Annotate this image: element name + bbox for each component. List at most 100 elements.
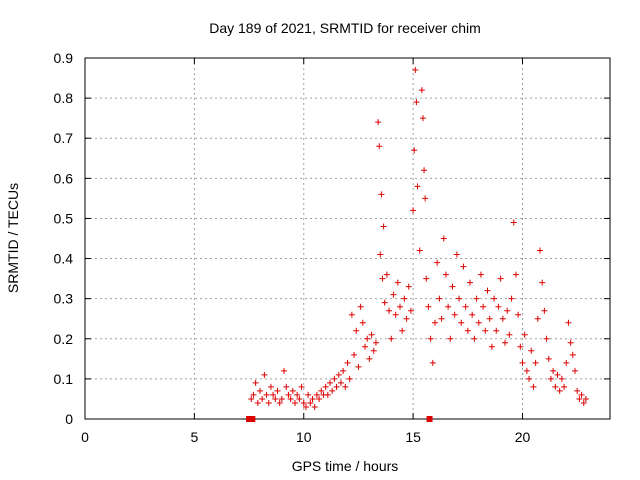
y-tick-label: 0.2 xyxy=(54,331,74,347)
data-point xyxy=(493,328,499,334)
data-point xyxy=(351,352,357,358)
data-point xyxy=(452,312,458,318)
data-point xyxy=(259,396,265,402)
data-point xyxy=(393,312,399,318)
data-point xyxy=(454,252,460,258)
data-point xyxy=(557,388,563,394)
data-point xyxy=(338,380,344,386)
data-point xyxy=(275,388,281,394)
data-point xyxy=(376,143,382,149)
data-point xyxy=(544,336,550,342)
data-point xyxy=(502,340,508,346)
data-point xyxy=(342,384,348,390)
data-point xyxy=(423,276,429,282)
data-point xyxy=(422,195,428,201)
data-point xyxy=(450,284,456,290)
data-point xyxy=(428,336,434,342)
data-point xyxy=(552,384,558,390)
data-point xyxy=(476,320,482,326)
srmtid-scatter-chart: Day 189 of 2021, SRMTID for receiver chi… xyxy=(0,0,640,480)
data-point xyxy=(378,191,384,197)
data-point xyxy=(537,248,543,254)
data-points xyxy=(246,67,589,422)
data-point xyxy=(539,280,545,286)
data-point xyxy=(535,316,541,322)
data-point xyxy=(362,344,368,350)
data-point xyxy=(570,352,576,358)
data-point xyxy=(358,304,364,310)
data-point xyxy=(253,380,259,386)
data-point xyxy=(489,344,495,350)
data-point xyxy=(353,328,359,334)
data-point xyxy=(334,384,340,390)
x-tick-label: 0 xyxy=(81,429,89,445)
data-point xyxy=(375,119,381,125)
data-point xyxy=(266,400,272,406)
data-point xyxy=(390,292,396,298)
data-point xyxy=(495,304,501,310)
baseline-marker xyxy=(249,416,255,422)
y-tick-label: 0.7 xyxy=(54,130,74,146)
data-point xyxy=(401,296,407,302)
data-point xyxy=(513,272,519,278)
data-point xyxy=(441,236,447,242)
data-point xyxy=(331,376,337,382)
x-axis-label: GPS time / hours xyxy=(292,458,399,474)
data-point xyxy=(430,360,436,366)
data-point xyxy=(509,296,515,302)
data-point xyxy=(406,284,412,290)
y-tick-label: 0.4 xyxy=(54,251,74,267)
data-point xyxy=(491,296,497,302)
y-tick-label: 0.5 xyxy=(54,210,74,226)
data-point xyxy=(323,384,329,390)
data-point xyxy=(456,296,462,302)
data-point xyxy=(443,272,449,278)
data-point xyxy=(425,304,431,310)
data-point xyxy=(312,404,318,410)
data-point xyxy=(465,328,471,334)
data-point xyxy=(485,288,491,294)
data-point xyxy=(419,87,425,93)
data-point xyxy=(380,276,386,282)
data-point xyxy=(434,260,440,266)
baseline-marker xyxy=(427,416,433,422)
data-point xyxy=(404,316,410,322)
data-point xyxy=(411,147,417,153)
data-point xyxy=(432,320,438,326)
data-point xyxy=(366,356,372,362)
y-tick-label: 0.3 xyxy=(54,291,74,307)
data-point xyxy=(261,372,267,378)
data-point xyxy=(336,372,342,378)
data-point xyxy=(550,368,556,374)
data-point xyxy=(436,296,442,302)
data-point xyxy=(522,332,528,338)
axes: 00.10.20.30.40.50.60.70.80.90 5 10 15 20 xyxy=(54,50,610,445)
data-point xyxy=(574,388,580,394)
y-axis-label: SRMTID / TECUs xyxy=(5,183,21,293)
data-point xyxy=(515,312,521,318)
data-point xyxy=(420,115,426,121)
data-point xyxy=(460,264,466,270)
data-point xyxy=(528,348,534,354)
data-point xyxy=(329,388,335,394)
x-tick-label: 5 xyxy=(190,429,198,445)
data-point xyxy=(565,320,571,326)
y-tick-label: 0.9 xyxy=(54,50,74,66)
data-point xyxy=(415,183,421,189)
data-point xyxy=(463,304,469,310)
data-point xyxy=(572,368,578,374)
data-point xyxy=(555,372,561,378)
data-point xyxy=(283,384,289,390)
y-tick-label: 0.8 xyxy=(54,90,74,106)
data-point xyxy=(386,308,392,314)
data-point xyxy=(548,376,554,382)
data-point xyxy=(533,360,539,366)
data-point xyxy=(355,364,361,370)
data-point xyxy=(471,336,477,342)
data-point xyxy=(530,384,536,390)
data-point xyxy=(561,384,567,390)
x-tick-label: 20 xyxy=(515,429,531,445)
y-tick-label: 0.6 xyxy=(54,170,74,186)
data-point xyxy=(506,332,512,338)
data-point xyxy=(511,219,517,225)
